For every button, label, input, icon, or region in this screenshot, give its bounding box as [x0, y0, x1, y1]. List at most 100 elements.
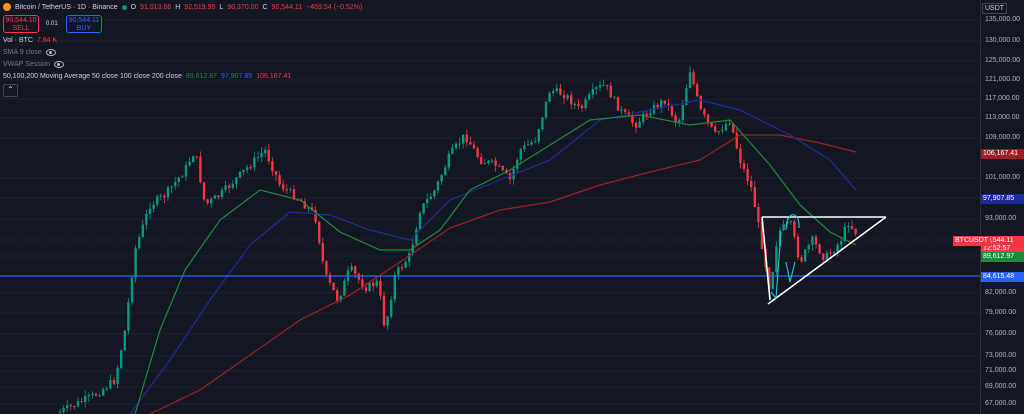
axis-label-ma50: 89,612.97	[981, 252, 1024, 262]
ohlc-close-key: C	[262, 3, 268, 11]
candle-body	[285, 189, 288, 191]
candle-body	[267, 149, 270, 162]
candle-body	[588, 94, 591, 100]
symbol-title[interactable]: Bitcoin / TetherUS · 1D · Binance	[15, 3, 118, 11]
candle-body	[220, 189, 224, 198]
ohlc-low-value: 90,370.00	[227, 3, 259, 11]
candle-body	[552, 91, 555, 94]
candle-body	[422, 203, 425, 214]
candle-body	[850, 225, 854, 229]
candle-body	[742, 163, 746, 169]
candle-body	[526, 144, 530, 146]
candle-body	[336, 290, 339, 301]
candle-body	[440, 175, 443, 182]
currency-label: USDT	[985, 5, 1005, 12]
price-tick: 82,000.00	[985, 289, 1017, 296]
buy-button[interactable]: 90,544.11 BUY	[66, 15, 102, 33]
candle-body	[138, 237, 141, 249]
eye-icon[interactable]	[54, 61, 65, 68]
candle-body	[249, 167, 252, 169]
candle-body	[310, 207, 314, 210]
price-tick: 69,000.00	[985, 383, 1017, 390]
candle-body	[580, 105, 584, 109]
candle-body	[354, 266, 357, 274]
candle-body	[768, 267, 771, 289]
candle-body	[184, 165, 188, 177]
candle-body	[112, 380, 116, 384]
candle-body	[170, 186, 173, 188]
candle-body	[796, 236, 800, 258]
candle-body	[177, 177, 180, 182]
candle-body	[818, 244, 821, 254]
candle-body	[429, 196, 432, 200]
candle-body	[231, 183, 234, 188]
candle-body	[91, 393, 94, 395]
chart-grid	[0, 19, 980, 405]
price-axis[interactable]: 135,000.00 130,000.00 125,000.00 121,000.00…	[980, 0, 1024, 414]
candle-body	[717, 131, 720, 133]
candle-body	[530, 142, 533, 145]
candle-body	[678, 119, 681, 123]
candle-body	[87, 394, 90, 397]
candle-body	[433, 190, 436, 197]
candle-body	[274, 171, 278, 176]
ohlc-high-key: H	[175, 3, 181, 11]
price-tick: 76,000.00	[985, 330, 1017, 337]
candle-body	[696, 84, 699, 96]
candle-body	[670, 105, 674, 116]
volume-value: 7.84 K	[36, 37, 58, 44]
price-tick: 135,000.00	[985, 16, 1021, 23]
candle-body	[840, 241, 843, 245]
price-tick: 101,000.00	[985, 174, 1021, 181]
collapse-legend-button[interactable]: ⌃	[3, 84, 18, 97]
candle-body	[573, 104, 576, 106]
vwap-legend[interactable]: VWAP Session	[3, 61, 65, 68]
buy-price: 90,544.11	[68, 17, 100, 24]
candle-body	[498, 165, 501, 167]
candle-body	[645, 113, 648, 116]
candle-body	[642, 113, 645, 122]
candle-body	[494, 160, 497, 166]
candle-body	[364, 287, 368, 292]
candle-body	[681, 105, 684, 120]
candle-body	[343, 280, 346, 296]
candle-body	[501, 165, 504, 170]
candle-body	[368, 282, 371, 292]
candle-body	[584, 99, 587, 109]
price-tick: 71,000.00	[985, 367, 1017, 374]
candle-body	[94, 393, 98, 396]
candle-body	[397, 267, 400, 275]
sma-legend[interactable]: SMA 9 close	[3, 49, 56, 56]
candle-body	[174, 181, 177, 187]
candle-body	[127, 302, 130, 331]
price-tick: 93,000.00	[985, 215, 1017, 222]
ohlc-low-key: L	[219, 3, 224, 11]
eye-icon[interactable]	[45, 49, 56, 56]
candle-body	[703, 109, 706, 115]
axis-label-price: 90,544.11	[981, 236, 1024, 246]
currency-selector[interactable]: USDT	[982, 3, 1008, 14]
candle-body	[688, 72, 692, 88]
candle-body	[375, 280, 378, 287]
candle-body	[98, 395, 101, 397]
candle-body	[163, 195, 166, 198]
price-tick: 117,000.00	[985, 95, 1020, 102]
price-tick: 125,000.00	[985, 57, 1021, 64]
candle-body	[591, 88, 594, 95]
candle-body	[458, 143, 461, 145]
candle-body	[822, 253, 825, 260]
volume-legend[interactable]: Vol · BTC 7.84 K	[3, 37, 57, 44]
candle-body	[472, 144, 476, 149]
ma-legend[interactable]: 50,100,200 Moving Average 50 close 100 c…	[3, 73, 291, 80]
candle-body	[328, 274, 332, 283]
candle-body	[685, 87, 688, 106]
candle-body	[516, 159, 519, 169]
candle-body	[307, 207, 310, 209]
sell-button[interactable]: 90,544.10 SELL	[3, 15, 39, 33]
sell-price: 90,544.10	[5, 17, 37, 24]
ma50-line	[134, 114, 857, 414]
ma100-value: 97,907.85	[221, 73, 253, 80]
candle-body	[66, 405, 69, 409]
candle-body	[418, 213, 422, 230]
price-chart[interactable]	[0, 0, 980, 414]
